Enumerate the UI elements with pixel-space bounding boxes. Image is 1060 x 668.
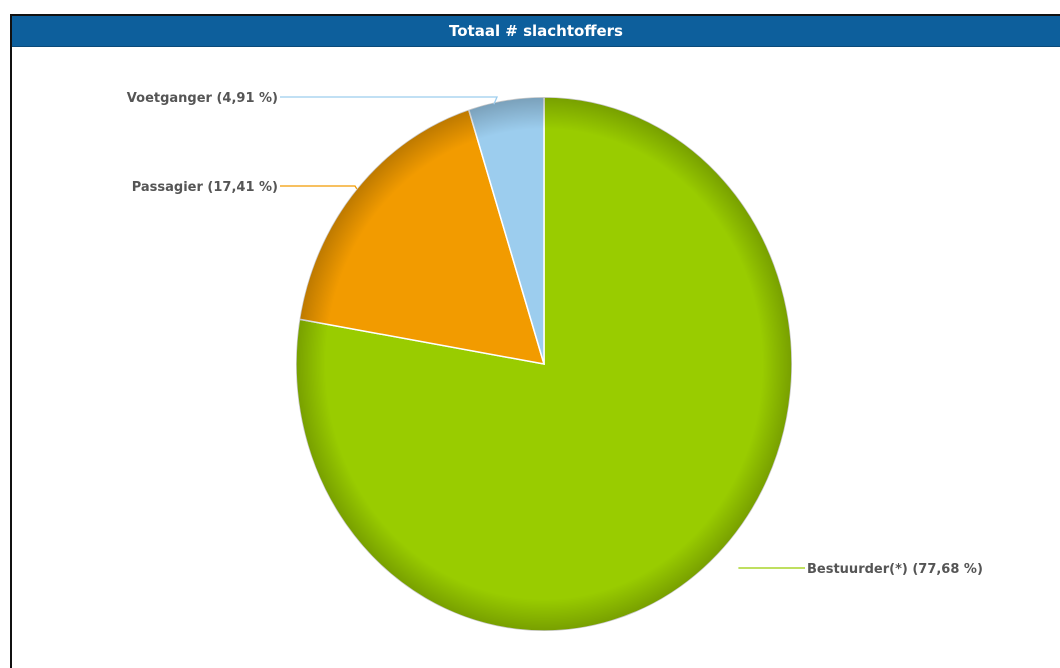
pie-labels: Bestuurder(*) (77,68 %) Passagier (17,41 … xyxy=(127,91,983,577)
chart-title: Totaal # slachtoffers xyxy=(12,16,1060,47)
leader-line xyxy=(280,96,498,105)
slice-label: Voetganger (4,91 %) xyxy=(127,91,278,106)
slice-label: Bestuurder(*) (77,68 %) xyxy=(807,562,983,577)
pie-leader-lines xyxy=(280,96,805,569)
slice-label: Passagier (17,41 %) xyxy=(132,180,278,195)
pie-slices xyxy=(295,96,793,632)
leader-line xyxy=(280,185,358,190)
